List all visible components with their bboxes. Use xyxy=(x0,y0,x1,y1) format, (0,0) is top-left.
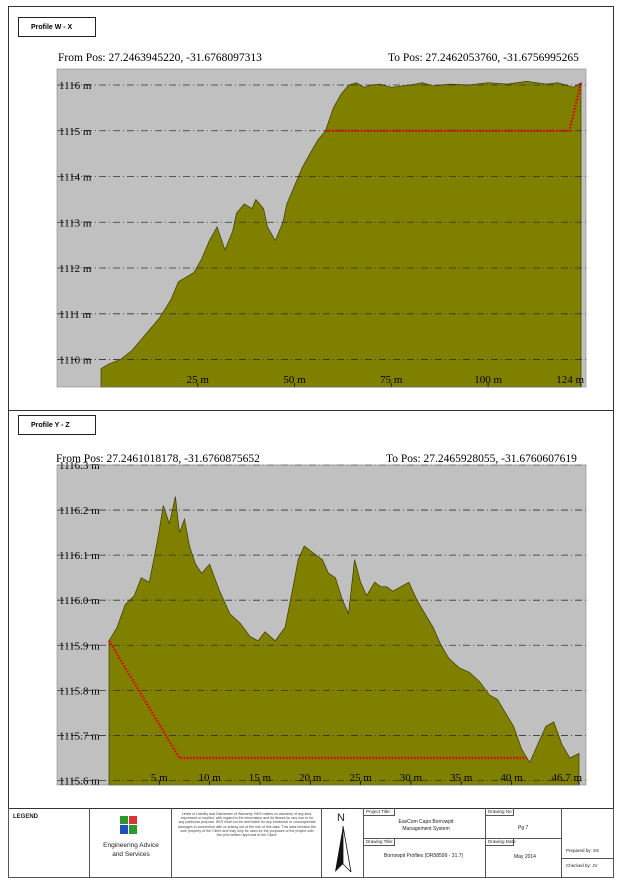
profile-chart-1: 1110 m 1111 m 1112 m 1113 m 1114 m 1115 m 1116… xyxy=(56,68,587,388)
north-label: N xyxy=(337,812,345,824)
y-tick-label: 1115.7 m xyxy=(59,730,100,742)
logo-cell: Engineering Advice and Services xyxy=(90,808,172,878)
titleblock-divider xyxy=(8,808,614,809)
y-tick-label: 1116.1 m xyxy=(59,550,100,562)
x-tick-label: 100 m xyxy=(474,374,502,386)
y-tick-label: 1115.6 m xyxy=(59,775,100,787)
disclaimer-text: Limits of Liability and Disclaimer of Wa… xyxy=(178,812,316,838)
y-tick-label: 1115 m xyxy=(59,126,92,138)
x-tick-label: 124 m xyxy=(556,374,584,386)
title-cell: Project Title: EasCom Capo Borrowpit Man… xyxy=(364,808,486,878)
profile-tag-1: Profile W - X xyxy=(18,17,96,37)
x-tick-label: 35 m xyxy=(450,772,473,784)
y-tick-label: 1115.9 m xyxy=(59,640,100,652)
y-tick-label: 1116 m xyxy=(59,80,92,92)
drawing-no: Pg 7 xyxy=(518,825,529,831)
ground-profile-area xyxy=(108,496,580,786)
y-tick-label: 1112 m xyxy=(59,263,92,275)
x-tick-label: 50 m xyxy=(283,374,306,386)
x-tick-label: 20 m xyxy=(299,772,322,784)
to-pos-2: To Pos: 27.2465928055, -31.6760607619 xyxy=(386,453,577,465)
disclaimer-cell: Limits of Liability and Disclaimer of Wa… xyxy=(172,808,322,878)
panel-divider xyxy=(8,410,614,411)
x-tick-label: 46.7 m xyxy=(551,772,582,784)
from-pos-1: From Pos: 27.2463945220, -31.6768097313 xyxy=(58,52,262,64)
ground-profile-area xyxy=(100,81,582,388)
y-tick-label: 1116.3 m xyxy=(59,460,100,472)
x-tick-label: 75 m xyxy=(380,374,403,386)
legend-label: LEGEND xyxy=(13,814,39,820)
north-arrow-icon xyxy=(335,826,352,872)
signoff-cell: Prepared by: SS Checked by: JV xyxy=(562,808,614,878)
logo-text-2: and Services xyxy=(112,851,150,858)
y-tick-label: 1110 m xyxy=(59,355,92,367)
y-tick-label: 1116.0 m xyxy=(59,595,100,607)
x-tick-label: 30 m xyxy=(400,772,423,784)
drawing-no-cell: Drawing No: Pg 7 Drawing Date: May 2014 xyxy=(486,808,562,878)
legend-cell: LEGEND xyxy=(8,808,90,878)
north-cell: N xyxy=(322,808,364,878)
plot-frame xyxy=(56,68,587,388)
to-pos-1: To Pos: 27.2462053760, -31.6756995265 xyxy=(388,52,579,64)
x-tick-label: 25 m xyxy=(349,772,372,784)
x-tick-label: 15 m xyxy=(249,772,272,784)
logo-text-1: Engineering Advice xyxy=(103,842,159,849)
drawing-title-label: Drawing Title: xyxy=(366,839,394,844)
prepared-by: Prepared by: SS xyxy=(566,848,600,853)
y-tick-label: 1116.2 m xyxy=(59,505,100,517)
from-pos-2: From Pos: 27.2461018178, -31.6760875652 xyxy=(56,453,260,465)
y-tick-label: 1114 m xyxy=(59,172,92,184)
x-tick-label: 25 m xyxy=(187,374,210,386)
plot-frame xyxy=(56,464,587,786)
x-tick-label: 5 m xyxy=(151,772,168,784)
profile-tag-2: Profile Y - Z xyxy=(18,415,96,435)
project-title: EasCom Capo Borrowpit Management System xyxy=(398,819,454,832)
profile-chart-2: 1115.6 m 1115.7 m 1115.8 m 1115.9 m 1116.0 m… xyxy=(56,460,587,787)
y-tick-label: 1113 m xyxy=(59,217,92,229)
project-title-label: Project Title: xyxy=(366,809,391,814)
design-level-line xyxy=(107,640,527,760)
drawing-no-label: Drawing No: xyxy=(488,809,513,814)
x-tick-label: 10 m xyxy=(198,772,221,784)
design-level-line xyxy=(325,82,583,133)
drawing-date-label: Drawing Date: xyxy=(488,839,517,844)
company-logo-icon xyxy=(120,816,137,834)
drawing-date: May 2014 xyxy=(514,854,536,860)
checked-by: Checked by: JV xyxy=(566,863,598,868)
y-tick-label: 1111 m xyxy=(59,309,92,321)
x-tick-label: 40 m xyxy=(500,772,523,784)
y-tick-label: 1115.8 m xyxy=(59,685,100,697)
drawing-title: Borrowpit Profiles (DR58599 - 31.7) xyxy=(384,853,464,859)
